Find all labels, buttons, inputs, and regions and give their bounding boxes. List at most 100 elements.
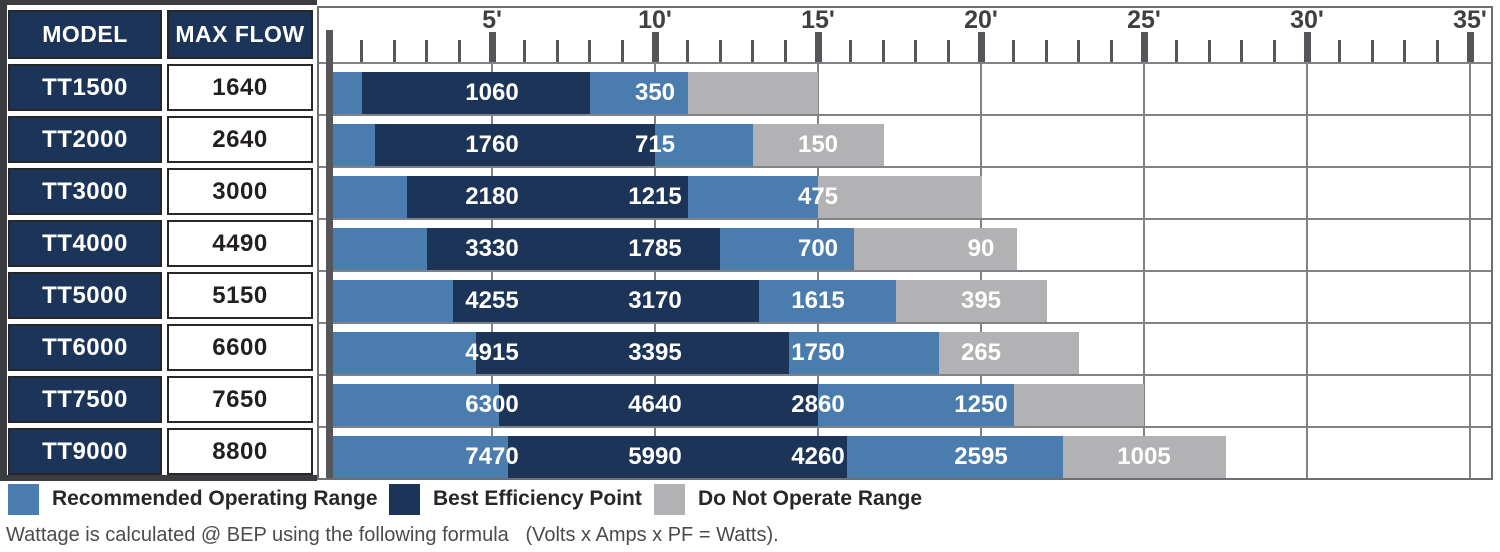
head-ruler: 5' 10' 15' 20' 25' 30' 35' (319, 6, 1491, 62)
bar-segment-recommended (329, 332, 477, 374)
model-table: MODEL MAX FLOW TT1500 1640 TT2000 2640 TT300… (0, 0, 317, 481)
flow-value-label: 2860 (791, 391, 845, 418)
bar-segment-do_not_operate (1013, 384, 1145, 426)
flow-value-label: 2180 (465, 183, 519, 210)
ruler-major-tick (977, 32, 985, 62)
ruler-minor-tick (1012, 40, 1016, 62)
model-table-header: MODEL MAX FLOW (7, 10, 317, 59)
bar-segment-do_not_operate (1062, 436, 1226, 478)
bar-segment-recommended (847, 436, 1063, 478)
flow-value-label: 1760 (465, 131, 519, 158)
ruler-minor-tick (1272, 40, 1276, 62)
max-flow-column-header: MAX FLOW (167, 10, 313, 59)
flow-value-label: 1615 (791, 287, 845, 314)
bar-segment-bep (374, 124, 656, 166)
footer-note: Wattage is calculated @ BEP using the fo… (6, 524, 779, 546)
bar-segment-recommended (687, 176, 819, 218)
flow-value-label: 1060 (465, 79, 519, 106)
flow-value-label: 6300 (465, 391, 519, 418)
ruler-major-tick (1140, 32, 1148, 62)
ruler-minor-tick (457, 40, 461, 62)
table-row: TT9000 8800 (7, 428, 317, 475)
bar-segment-recommended (329, 384, 500, 426)
row-boundary-line (319, 322, 1491, 324)
ruler-minor-tick (718, 40, 722, 62)
maxflow-cell: 1640 (167, 64, 313, 111)
flow-bar-row-tt4000: 3330 1785 700 90 (319, 228, 1491, 270)
maxflow-cell: 7650 (167, 376, 313, 423)
row-boundary-line (319, 374, 1491, 376)
bep-swatch (389, 483, 420, 515)
model-cell: TT5000 (8, 272, 162, 319)
zero-head-axis (325, 30, 333, 478)
model-cell: TT3000 (8, 168, 162, 215)
row-boundary-line (319, 426, 1491, 428)
flow-bar-row-tt7500: 6300 4640 2860 1250 (319, 384, 1491, 426)
legend-label: Recommended Operating Range (52, 487, 378, 510)
ruler-major-tick (651, 32, 659, 62)
bar-segment-do_not_operate (938, 332, 1080, 374)
bar-segment-bep (498, 384, 819, 426)
ruler-minor-tick (946, 40, 950, 62)
row-boundary-line (319, 62, 1491, 64)
ruler-tick-label: 30' (1290, 6, 1324, 34)
flow-value-label: 2595 (954, 443, 1008, 470)
ruler-major-tick (1466, 32, 1474, 62)
flow-value-label: 1785 (628, 235, 682, 262)
model-cell: TT7500 (8, 376, 162, 423)
flow-value-label: 1250 (954, 391, 1008, 418)
flow-value-label: 4915 (465, 339, 519, 366)
table-row: TT5000 5150 (7, 272, 317, 319)
bar-segment-recommended (818, 384, 1015, 426)
maxflow-cell: 5150 (167, 272, 313, 319)
bar-segment-do_not_operate (752, 124, 884, 166)
model-cell: TT9000 (8, 428, 162, 475)
bar-segment-recommended (329, 176, 408, 218)
ruler-minor-tick (881, 40, 885, 62)
row-boundary-line (319, 270, 1491, 272)
legend-item-recommended: Recommended Operating Range (8, 483, 378, 515)
ruler-minor-tick (555, 40, 559, 62)
bar-segment-bep (407, 176, 689, 218)
flow-bar-row-tt2000: 1760 715 150 (319, 124, 1491, 166)
ruler-minor-tick (686, 40, 690, 62)
legend: Recommended Operating Range Best Efficien… (0, 483, 1500, 515)
bar-segment-bep (475, 332, 790, 374)
ruler-major-tick (1303, 32, 1311, 62)
ruler-major-tick (814, 32, 822, 62)
flow-value-label: 3395 (628, 339, 682, 366)
ruler-minor-tick (1338, 40, 1342, 62)
flow-value-label: 4640 (628, 391, 682, 418)
legend-label: Do Not Operate Range (698, 487, 923, 510)
maxflow-cell: 3000 (167, 168, 313, 215)
model-cell: TT4000 (8, 220, 162, 267)
model-cell: TT6000 (8, 324, 162, 371)
table-row: TT3000 3000 (7, 168, 317, 215)
ruler-minor-tick (392, 40, 396, 62)
flow-value-label: 1750 (791, 339, 845, 366)
ruler-minor-tick (914, 40, 918, 62)
flow-value-label: 3330 (465, 235, 519, 262)
bar-segment-recommended (788, 332, 940, 374)
ruler-minor-tick (1435, 40, 1439, 62)
legend-item-do_not_operate: Do Not Operate Range (654, 483, 922, 515)
ruler-minor-tick (425, 40, 429, 62)
ruler-minor-tick (1077, 40, 1081, 62)
maxflow-cell: 6600 (167, 324, 313, 371)
ruler-minor-tick (620, 40, 624, 62)
ruler-tick-label: 10' (638, 6, 672, 34)
flow-bar-row-tt5000: 4255 3170 1615 395 (319, 280, 1491, 322)
row-boundary-line (319, 166, 1491, 168)
ruler-minor-tick (360, 40, 364, 62)
ruler-minor-tick (1109, 40, 1113, 62)
ruler-tick-label: 5' (482, 6, 502, 34)
ruler-minor-tick (588, 40, 592, 62)
table-row: TT6000 6600 (7, 324, 317, 371)
flow-value-label: 4260 (791, 443, 845, 470)
ruler-minor-tick (1044, 40, 1048, 62)
ruler-minor-tick (1370, 40, 1374, 62)
bar-segment-bep (508, 436, 848, 478)
maxflow-cell: 4490 (167, 220, 313, 267)
flow-bar-row-tt1500: 1060 350 (319, 72, 1491, 114)
